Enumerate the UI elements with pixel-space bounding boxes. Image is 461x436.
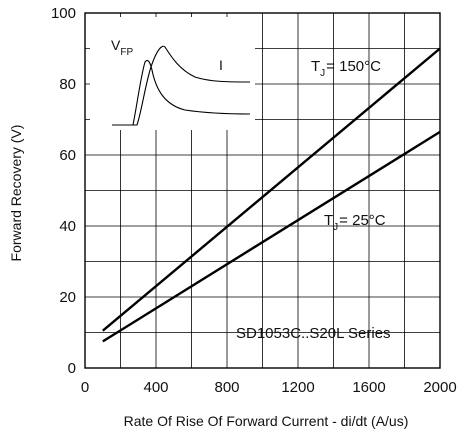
series-line-0 bbox=[102, 47, 441, 332]
y-tick-label: 100 bbox=[51, 5, 76, 22]
x-tick-label: 2000 bbox=[423, 379, 456, 396]
tick-labels: 0 400 800 1200 1600 2000 0 20 40 60 80 100 bbox=[51, 5, 457, 396]
y-tick-label: 40 bbox=[59, 218, 76, 235]
series-label-25c: TJ= 25°C bbox=[324, 212, 386, 233]
inset-vfp-label: VFP bbox=[111, 37, 133, 58]
y-axis-label: Forward Recovery (V) bbox=[8, 125, 24, 262]
inset-waveform: VFP I bbox=[90, 17, 255, 130]
plot-frame bbox=[84, 12, 441, 369]
y-tick-label: 20 bbox=[59, 289, 76, 306]
series-line-1 bbox=[102, 130, 441, 343]
y-tick-label: 60 bbox=[59, 147, 76, 164]
y-tick-label: 80 bbox=[59, 76, 76, 93]
inset-current-label: I bbox=[219, 57, 223, 73]
series-lines bbox=[102, 47, 441, 343]
x-tick-label: 0 bbox=[81, 379, 89, 396]
x-tick-label: 1200 bbox=[281, 379, 314, 396]
inset-background bbox=[90, 17, 255, 130]
x-tick-label: 1600 bbox=[352, 379, 385, 396]
series-label-150c: TJ= 150°C bbox=[311, 58, 381, 79]
y-tick-label: 0 bbox=[68, 360, 76, 377]
series-annotation: SD1053C..S20L Series bbox=[236, 325, 391, 342]
inset-voltage-curve bbox=[112, 59, 251, 126]
x-tick-label: 800 bbox=[214, 379, 239, 396]
x-axis-label: Rate Of Rise Of Forward Current - di/dt … bbox=[124, 413, 409, 429]
inset-current-curve bbox=[112, 45, 251, 126]
x-tick-label: 400 bbox=[143, 379, 168, 396]
